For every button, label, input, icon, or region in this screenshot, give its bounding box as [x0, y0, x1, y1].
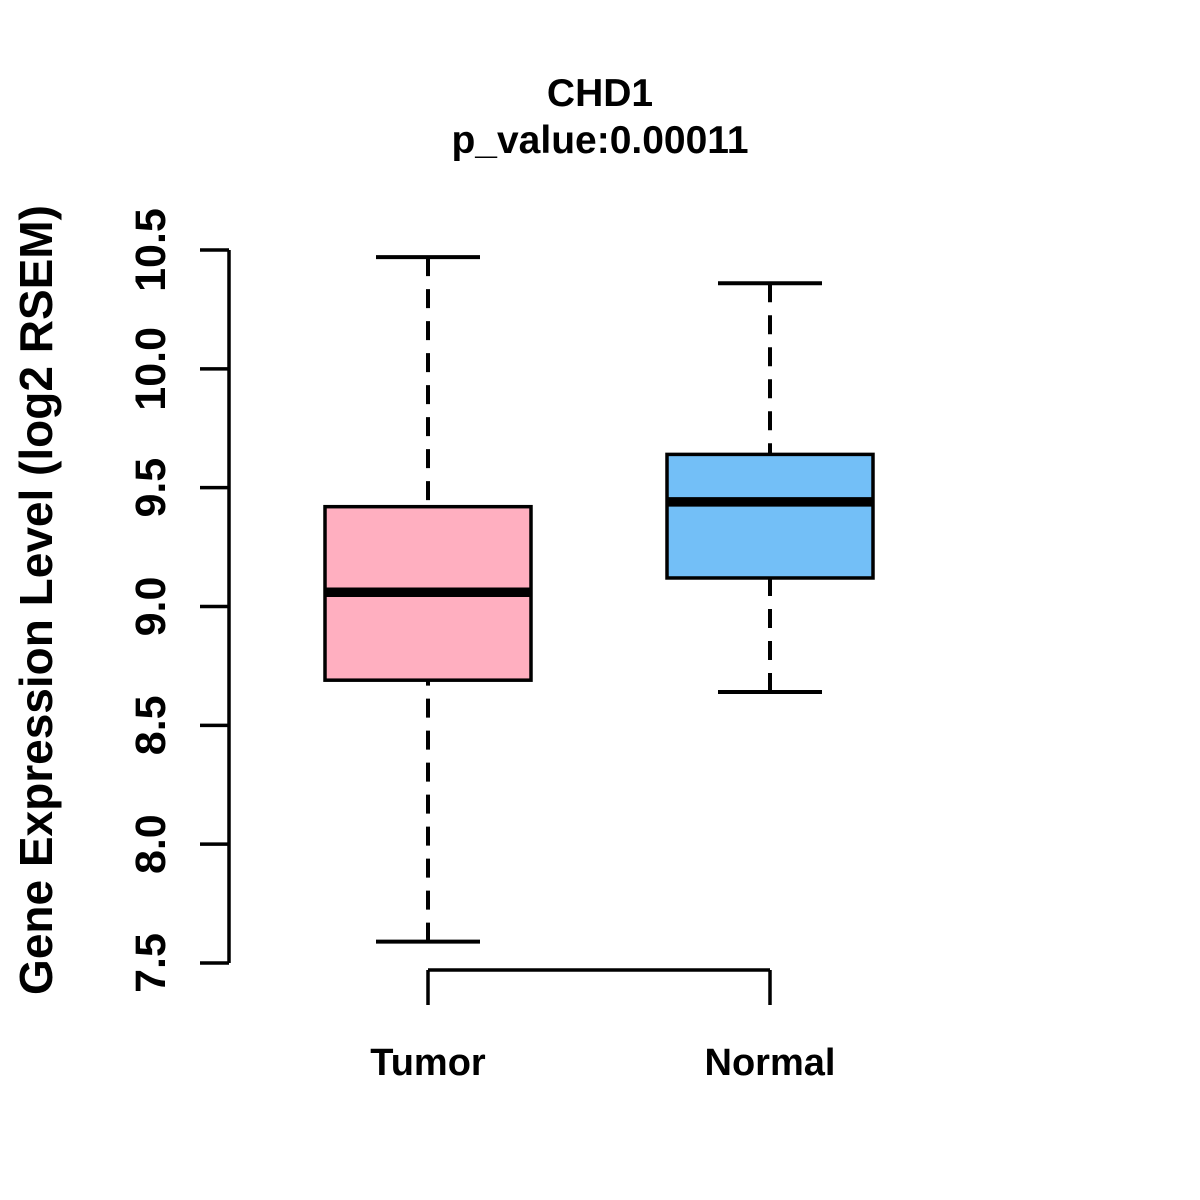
y-tick-label: 10.0 [127, 327, 175, 411]
y-tick-label: 9.0 [127, 577, 175, 637]
category-label-normal: Normal [705, 1042, 836, 1084]
y-tick-label: 8.0 [127, 814, 175, 874]
category-label-tumor: Tumor [370, 1042, 486, 1084]
chart-subtitle: p_value:0.00011 [451, 119, 749, 162]
box-normal [665, 452, 875, 580]
y-tick-label: 9.5 [127, 458, 175, 518]
chart-title: CHD1 [546, 72, 654, 115]
y-tick-label: 7.5 [127, 933, 175, 993]
y-tick-label: 8.5 [127, 695, 175, 755]
y-tick-label: 10.5 [127, 208, 175, 292]
